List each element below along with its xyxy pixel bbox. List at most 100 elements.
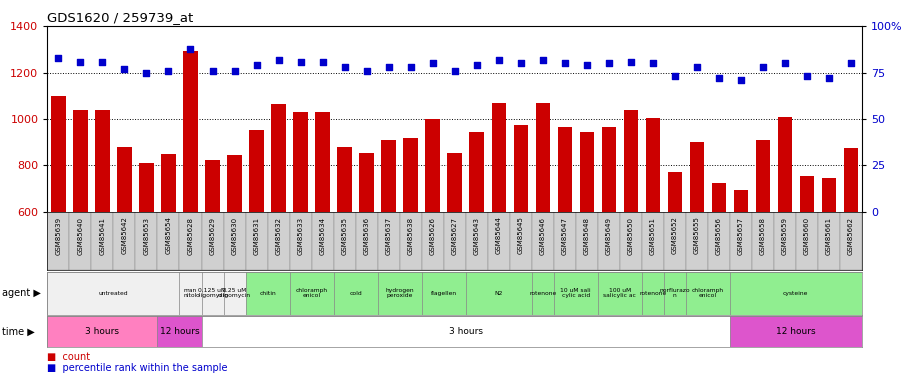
- Point: [403, 64, 417, 70]
- Text: GSM85646: GSM85646: [539, 216, 545, 255]
- Bar: [531, 272, 553, 315]
- Text: GSM85641: GSM85641: [99, 216, 106, 255]
- Text: 1.25 uM
oligomycin: 1.25 uM oligomycin: [218, 288, 251, 298]
- Point: [337, 64, 352, 70]
- Bar: [443, 212, 466, 270]
- Bar: [289, 272, 333, 315]
- Text: GSM85634: GSM85634: [319, 216, 325, 255]
- Point: [799, 74, 814, 80]
- Point: [821, 75, 835, 81]
- Bar: [136, 212, 158, 270]
- Point: [117, 66, 131, 72]
- Text: 12 hours: 12 hours: [159, 327, 200, 336]
- Bar: [359, 153, 374, 351]
- Bar: [711, 183, 725, 351]
- Bar: [333, 272, 377, 315]
- Text: norflurazo
n: norflurazo n: [659, 288, 690, 298]
- Bar: [289, 212, 312, 270]
- Bar: [403, 138, 417, 351]
- Bar: [355, 212, 377, 270]
- Text: ■  percentile rank within the sample: ■ percentile rank within the sample: [47, 363, 228, 373]
- Bar: [663, 272, 685, 315]
- Bar: [161, 154, 176, 351]
- Text: GSM85637: GSM85637: [385, 216, 391, 255]
- Text: GSM85626: GSM85626: [429, 216, 435, 255]
- Bar: [839, 212, 861, 270]
- Bar: [487, 212, 509, 270]
- Point: [491, 57, 506, 63]
- Bar: [729, 316, 861, 347]
- Bar: [377, 212, 399, 270]
- Text: GSM85647: GSM85647: [561, 216, 567, 255]
- Text: man
nitol: man nitol: [184, 288, 197, 298]
- Bar: [469, 132, 483, 351]
- Text: hydrogen
peroxide: hydrogen peroxide: [384, 288, 414, 298]
- Text: GSM85645: GSM85645: [517, 216, 523, 254]
- Bar: [139, 163, 153, 351]
- Bar: [113, 212, 136, 270]
- Text: GSM85656: GSM85656: [715, 216, 721, 255]
- Text: GSM85652: GSM85652: [671, 216, 677, 254]
- Text: rotenone: rotenone: [528, 291, 556, 296]
- Point: [139, 70, 154, 76]
- Point: [446, 68, 461, 74]
- Bar: [69, 212, 91, 270]
- Bar: [645, 118, 660, 351]
- Text: GSM85644: GSM85644: [495, 216, 501, 254]
- Bar: [575, 212, 597, 270]
- Text: GSM85638: GSM85638: [407, 216, 414, 255]
- Bar: [47, 212, 69, 270]
- Text: GSM85642: GSM85642: [121, 216, 128, 254]
- Bar: [249, 129, 263, 351]
- Bar: [201, 272, 223, 315]
- Bar: [663, 212, 685, 270]
- Point: [623, 58, 638, 64]
- Text: 3 hours: 3 hours: [86, 327, 119, 336]
- Bar: [685, 212, 707, 270]
- Text: untreated: untreated: [98, 291, 128, 296]
- Bar: [183, 51, 198, 351]
- Bar: [201, 316, 729, 347]
- Bar: [578, 132, 593, 351]
- Bar: [843, 148, 857, 351]
- Point: [315, 58, 330, 64]
- Bar: [531, 212, 553, 270]
- Text: GSM85631: GSM85631: [253, 216, 260, 255]
- Bar: [491, 103, 506, 351]
- Text: GSM85661: GSM85661: [825, 216, 831, 255]
- Bar: [73, 110, 87, 351]
- Point: [645, 60, 660, 66]
- Point: [161, 68, 176, 74]
- Point: [51, 55, 66, 61]
- Text: N2: N2: [494, 291, 502, 296]
- Text: chitin: chitin: [259, 291, 276, 296]
- Point: [711, 75, 725, 81]
- Bar: [513, 125, 527, 351]
- Bar: [47, 272, 179, 315]
- Text: GSM85639: GSM85639: [56, 216, 61, 255]
- Text: GSM85640: GSM85640: [77, 216, 83, 255]
- Bar: [421, 212, 443, 270]
- Text: GSM85649: GSM85649: [605, 216, 611, 255]
- Point: [293, 58, 308, 64]
- Text: GSM85657: GSM85657: [737, 216, 743, 255]
- Text: cold: cold: [349, 291, 362, 296]
- Bar: [707, 212, 729, 270]
- Bar: [553, 212, 575, 270]
- Point: [73, 58, 87, 64]
- Point: [271, 57, 285, 63]
- Text: 0.125 uM
oligomycin: 0.125 uM oligomycin: [196, 288, 229, 298]
- Bar: [466, 212, 487, 270]
- Bar: [179, 212, 201, 270]
- Text: GSM85660: GSM85660: [803, 216, 809, 255]
- Bar: [223, 272, 245, 315]
- Bar: [777, 117, 791, 351]
- Bar: [685, 272, 729, 315]
- Bar: [732, 190, 747, 351]
- Bar: [425, 119, 439, 351]
- Bar: [267, 212, 289, 270]
- Text: 3 hours: 3 hours: [448, 327, 482, 336]
- Bar: [337, 147, 352, 351]
- Bar: [729, 212, 751, 270]
- Text: 100 uM
salicylic ac: 100 uM salicylic ac: [602, 288, 636, 298]
